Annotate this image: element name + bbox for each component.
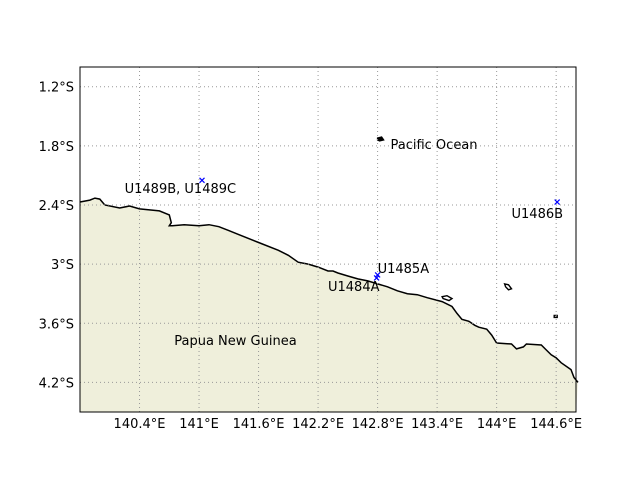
x-tick-label: 141.6°E [233, 417, 285, 432]
y-tick-label: 2.4°S [39, 199, 74, 214]
island-2 [441, 294, 454, 302]
map-labels: U1489B, U1489C U1486B U1485A U1484A Pacific … [125, 138, 563, 349]
map-frame [79, 66, 577, 413]
label-papua-new-guinea: Papua New Guinea [174, 334, 296, 349]
x-tick-label: 140.4°E [114, 417, 166, 432]
label-u1489b-u1489c: U1489B, U1489C [125, 182, 236, 197]
label-pacific-ocean: Pacific Ocean [390, 138, 477, 153]
y-tick-label: 4.2°S [39, 376, 74, 391]
island-3 [503, 282, 513, 291]
land-papua-new-guinea [80, 198, 578, 412]
marker-stroke [554, 199, 561, 205]
gridlines [80, 67, 576, 412]
marker-stroke [199, 177, 205, 184]
x-tick-label: 143.4°E [411, 417, 463, 432]
y-tick-label: 3.6°S [39, 317, 74, 332]
site-marker-u1489 [199, 177, 205, 184]
x-tick-label: 144.6°E [530, 417, 582, 432]
y-tick-label: 1.8°S [39, 140, 74, 155]
y-tick-label: 3°S [51, 258, 74, 273]
y-tick-label: 1.2°S [39, 81, 74, 96]
x-tick-label: 144°E [477, 417, 517, 432]
x-tick-label: 142.2°E [292, 417, 344, 432]
x-axis-ticks: 140.4°E 141°E 141.6°E 142.2°E 142.8°E 143.4°E… [114, 417, 583, 432]
marker-stroke [373, 275, 380, 281]
label-u1486b: U1486B [512, 207, 564, 222]
site-marker-u1484 [373, 275, 380, 281]
site-markers [199, 177, 561, 281]
label-u1484a: U1484A [328, 280, 380, 295]
site-marker-u1486 [554, 199, 561, 205]
coastline [79, 197, 579, 383]
x-tick-label: 141°E [179, 417, 219, 432]
label-u1485a: U1485A [378, 262, 430, 277]
island-1 [376, 136, 385, 142]
x-tick-label: 142.8°E [352, 417, 404, 432]
y-axis-ticks: 1.2°S 1.8°S 2.4°S 3°S 3.6°S 4.2°S [39, 81, 74, 392]
